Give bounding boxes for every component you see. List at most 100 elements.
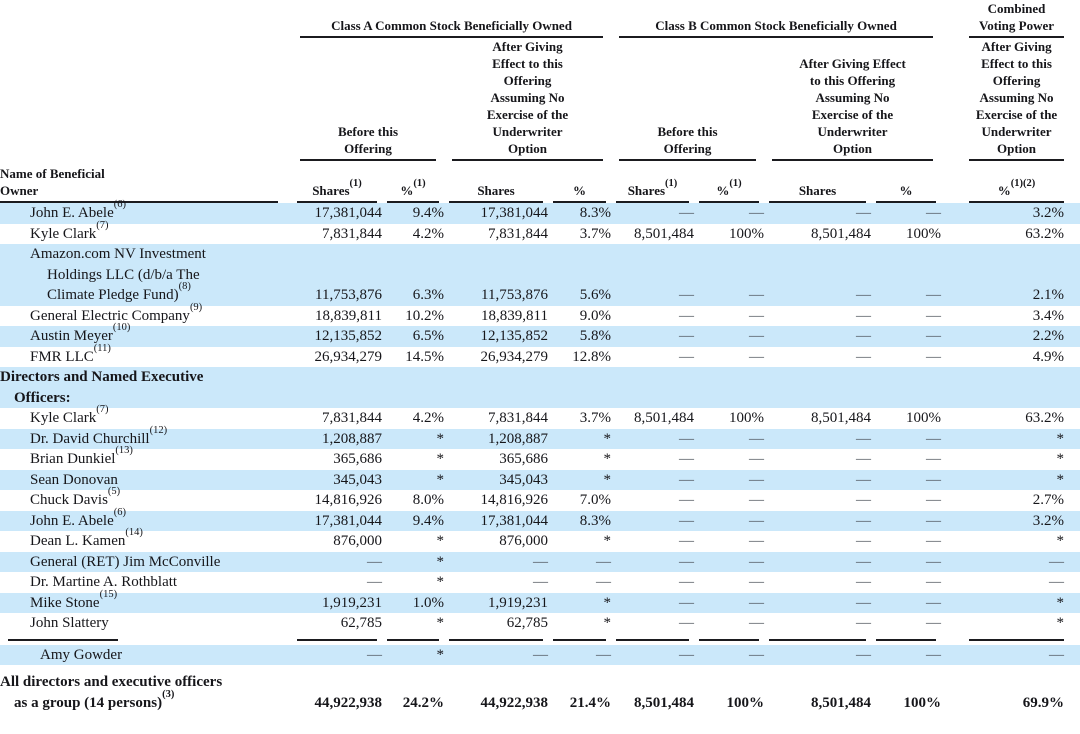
value-cell: 100% — [906, 410, 942, 426]
rule-line — [699, 638, 759, 641]
owner-name-cell: Dean L. Kamen(14) — [0, 527, 292, 552]
value-cell: 4.2% — [412, 225, 444, 242]
value-cell: 44,922,938 — [314, 694, 383, 711]
value-cell: 18,839,811 — [315, 307, 382, 324]
value-cell: 12,135,852 — [480, 328, 549, 344]
table-row: Chuck Davis(5) 14,816,926 8.0% 14,816,926 7.… — [0, 486, 1080, 511]
table-row: Kyle Clark(7) 7,831,844 4.2% 7,831,844 3.7% 8… — [0, 404, 1080, 429]
value-cell: * — [436, 533, 445, 549]
value-cell: 2.7% — [1032, 492, 1065, 508]
value-cell: — — [856, 574, 871, 590]
table-row: Dean L. Kamen(14) 876,000 * 876,000 * — — — — * — [0, 527, 1080, 552]
value-cell: — — [679, 328, 694, 344]
footnote-ref: (1) — [665, 177, 678, 189]
rule-line — [449, 638, 543, 641]
value-cell: — — [856, 328, 871, 344]
owner-name-cell: FMR LLC(11) — [0, 343, 292, 368]
footnote-ref: (10) — [112, 322, 131, 333]
value-cell: 2.2% — [1032, 328, 1065, 344]
rule-line — [876, 638, 937, 641]
value-cell: — — [926, 205, 942, 221]
footnote-ref: (12) — [149, 424, 168, 436]
rule-cell — [941, 634, 1080, 645]
table-body: John E. Abele(6) 17,381,044 9.4% 17,381,044… — [0, 199, 1080, 713]
value-cell: — — [856, 348, 871, 365]
value-cell: * — [1056, 451, 1065, 467]
value-cell: * — [436, 574, 445, 590]
rule-cell — [871, 634, 941, 645]
value-cell: — — [679, 287, 694, 303]
owner-name-cell: Brian Dunkiel(13) — [0, 445, 292, 470]
value-cell: 17,381,044 — [480, 205, 549, 221]
owner-name-cell: Mike Stone(15) — [0, 589, 292, 614]
value-cell: * — [603, 451, 612, 467]
value-cell: — — [749, 328, 764, 344]
value-cell: 63.2% — [1025, 225, 1065, 242]
owner-name-line: Amazon.com NV Investment — [30, 246, 206, 262]
value-cell: 345,043 — [333, 471, 382, 488]
owner-name-cell: Sean Donovan — [0, 470, 292, 491]
value-cell: 14,816,926 — [314, 492, 383, 508]
owner-name-cell: John E. Abele(6) — [0, 506, 292, 532]
owner-name-cell: Chuck Davis(5) — [0, 486, 292, 511]
value-cell: 17,381,044 — [480, 512, 549, 529]
value-cell: — — [856, 512, 871, 529]
value-cell: 10.2% — [405, 307, 444, 324]
rule-line — [553, 638, 606, 641]
footnote-ref: (7) — [96, 219, 109, 231]
value-cell: 345,043 — [499, 471, 548, 488]
rule-line — [616, 638, 689, 641]
combined-voting-power-header: Combined Voting Power — [941, 0, 1080, 38]
owner-name-line: Kyle Clark(7) — [30, 219, 109, 242]
col-header-shares-a-before: Shares(1) — [292, 165, 382, 203]
value-cell: — — [856, 553, 871, 570]
rule-cell — [764, 634, 871, 645]
value-cell: 21.4% — [569, 694, 611, 711]
owner-name-line: General Electric Company(9) — [30, 301, 203, 324]
value-cell: — — [856, 451, 871, 467]
value-cell: — — [679, 348, 694, 365]
owner-name-line: John E. Abele(6) — [30, 506, 126, 529]
value-cell: * — [436, 553, 445, 570]
col-header-pct-b-before: %(1) — [694, 165, 764, 203]
owner-name-cell: All directors and executive officers as a… — [0, 665, 292, 713]
value-cell: 876,000 — [499, 533, 548, 549]
table-row: Dr. David Churchill(12) 1,208,887 * 1,208,8… — [0, 424, 1080, 449]
value-cell: — — [856, 287, 871, 303]
value-cell: — — [856, 307, 871, 324]
footnote-ref: (11) — [93, 342, 111, 354]
value-cell — [941, 367, 1080, 408]
owner-name-line: John Slattery — [30, 615, 109, 631]
value-cell: 1,208,887 — [488, 430, 548, 447]
value-cell: — — [679, 430, 694, 447]
value-cell: 100% — [726, 694, 765, 711]
owner-name-line: Dr. David Churchill(12) — [30, 424, 168, 447]
value-cell: — — [926, 307, 942, 324]
col-header-combined-pct: %(1)(2) — [941, 165, 1080, 203]
value-cell: 1.0% — [412, 594, 444, 611]
value-cell: 2.1% — [1032, 287, 1065, 303]
table-row: Directors and Named Executive Officers: — [0, 367, 1080, 408]
value-cell: — — [856, 492, 871, 508]
owner-name-cell: Directors and Named Executive Officers: — [0, 367, 292, 408]
footnote-ref: (5) — [107, 486, 121, 497]
value-cell: 8.0% — [412, 492, 444, 508]
owner-name-line: All directors and executive officers — [0, 674, 223, 690]
value-cell: — — [926, 492, 942, 508]
value-cell: — — [749, 430, 764, 447]
value-cell: 18,839,811 — [481, 307, 548, 324]
table-row: Brian Dunkiel(13) 365,686 * 365,686 * — — — — * — [0, 445, 1080, 470]
footnote-ref: (1)(2) — [1010, 177, 1036, 189]
footnote-ref: (1) — [413, 177, 426, 189]
owner-name-cell: General (RET) Jim McConville — [0, 552, 292, 573]
value-cell: — — [679, 451, 694, 467]
class-a-after-offering-header: After Giving Effect to this Offering Ass… — [444, 38, 611, 161]
value-cell: * — [603, 615, 612, 631]
value-cell: — — [749, 492, 764, 508]
value-cell: 876,000 — [333, 533, 382, 549]
value-cell: 7,831,844 — [322, 225, 382, 242]
value-cell: — — [926, 287, 942, 303]
value-cell: 8,501,484 — [811, 694, 871, 711]
value-cell: 14,816,926 — [480, 492, 549, 508]
value-cell: 6.3% — [412, 287, 444, 303]
